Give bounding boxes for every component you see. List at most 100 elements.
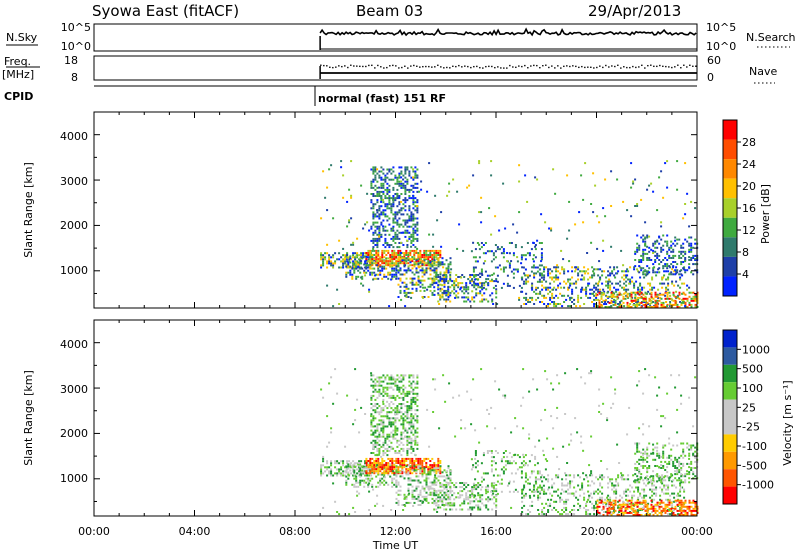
power-cell (435, 276, 438, 278)
power-cell (609, 288, 612, 291)
power-cell (666, 252, 669, 255)
power-cell (658, 299, 661, 302)
power-cell (447, 296, 450, 298)
velocity-cell (402, 425, 405, 428)
power-cell (378, 233, 381, 236)
velocity-cell (482, 478, 485, 481)
velocity-cell (470, 488, 473, 491)
power-cell (618, 306, 621, 308)
velocity-cell (397, 501, 400, 504)
velocity-cell (419, 489, 422, 492)
power-cell (640, 269, 643, 272)
power-cell (399, 279, 402, 282)
power-cell (416, 199, 419, 202)
power-cell (527, 298, 530, 301)
velocity-cell (365, 481, 368, 484)
velocity-cell (414, 413, 417, 416)
velocity-cell (636, 503, 639, 506)
velocity-cell (514, 472, 517, 475)
velocity-cell (449, 501, 452, 504)
velocity-cell (402, 392, 405, 395)
power-cell (439, 271, 442, 274)
power-cell (410, 239, 413, 242)
power-cell (353, 271, 356, 274)
velocity-cell (628, 511, 631, 514)
velocity-cell (410, 423, 413, 426)
velocity-cell (547, 478, 550, 481)
velocity-cell (388, 435, 391, 438)
power-cell (451, 280, 454, 283)
power-cell (630, 291, 633, 294)
power-cell (656, 246, 659, 249)
nave-dot (683, 64, 685, 66)
power-cell (391, 269, 394, 272)
power-cell (607, 270, 610, 273)
velocity-cell (389, 468, 392, 471)
velocity-cell (340, 460, 343, 463)
velocity-cell (530, 472, 533, 475)
power-cell (376, 180, 379, 183)
velocity-cell (467, 496, 470, 499)
power-cell (416, 211, 419, 214)
velocity-cell (451, 508, 454, 511)
power-cell (355, 255, 358, 258)
velocity-cell (365, 457, 368, 460)
power-cell (688, 263, 691, 266)
power-cell (670, 271, 673, 274)
power-cell (370, 184, 373, 187)
power-cell (376, 242, 379, 244)
power-cell (376, 201, 379, 204)
power-cell (372, 215, 375, 218)
power-cell (412, 235, 415, 238)
power-cell (378, 205, 381, 208)
velocity-cell (382, 425, 385, 428)
power-cell (478, 272, 481, 275)
power-cell (371, 254, 374, 256)
power-cell (368, 266, 371, 269)
velocity-cell (386, 386, 389, 389)
power-cell (324, 252, 327, 255)
power-cell (678, 291, 681, 294)
velocity-cell (374, 417, 377, 420)
velocity-cell (615, 480, 618, 483)
velocity-cell (355, 477, 358, 480)
velocity-cell (441, 475, 444, 478)
velocity-cell (390, 421, 393, 424)
velocity-cell (372, 419, 375, 422)
power-cell (407, 256, 410, 259)
power-cell (370, 180, 373, 183)
power-cell (374, 168, 377, 171)
velocity-cell (587, 513, 590, 516)
power-cell (401, 273, 404, 276)
velocity-cell (330, 462, 333, 465)
power-cell (411, 283, 414, 286)
velocity-cell (364, 470, 367, 473)
power-cell (476, 278, 479, 281)
power-cell (674, 244, 677, 247)
power-cell (435, 256, 438, 259)
power-cell (585, 286, 588, 289)
power-cell (322, 264, 325, 267)
velocity-cell (409, 472, 412, 475)
velocity-cell (680, 499, 683, 502)
power-cell (502, 250, 505, 253)
power-cell (551, 301, 554, 303)
velocity-cell (361, 471, 364, 474)
sky-right-label: N.Search (746, 31, 796, 44)
power-cell (605, 284, 608, 287)
velocity-cell (400, 454, 403, 457)
power-cell (407, 291, 410, 294)
power-cell (688, 225, 691, 228)
velocity-cell (508, 462, 511, 465)
nave-dot (605, 64, 607, 67)
power-cell (322, 254, 325, 257)
power-cell (390, 244, 393, 246)
velocity-cell (379, 479, 382, 482)
velocity-cell (433, 477, 436, 480)
velocity-cell (394, 396, 397, 399)
velocity-cell (535, 478, 538, 481)
power-cell (409, 260, 412, 263)
power-cell (553, 280, 556, 283)
power-cell (495, 280, 498, 283)
power-cell (380, 196, 383, 199)
